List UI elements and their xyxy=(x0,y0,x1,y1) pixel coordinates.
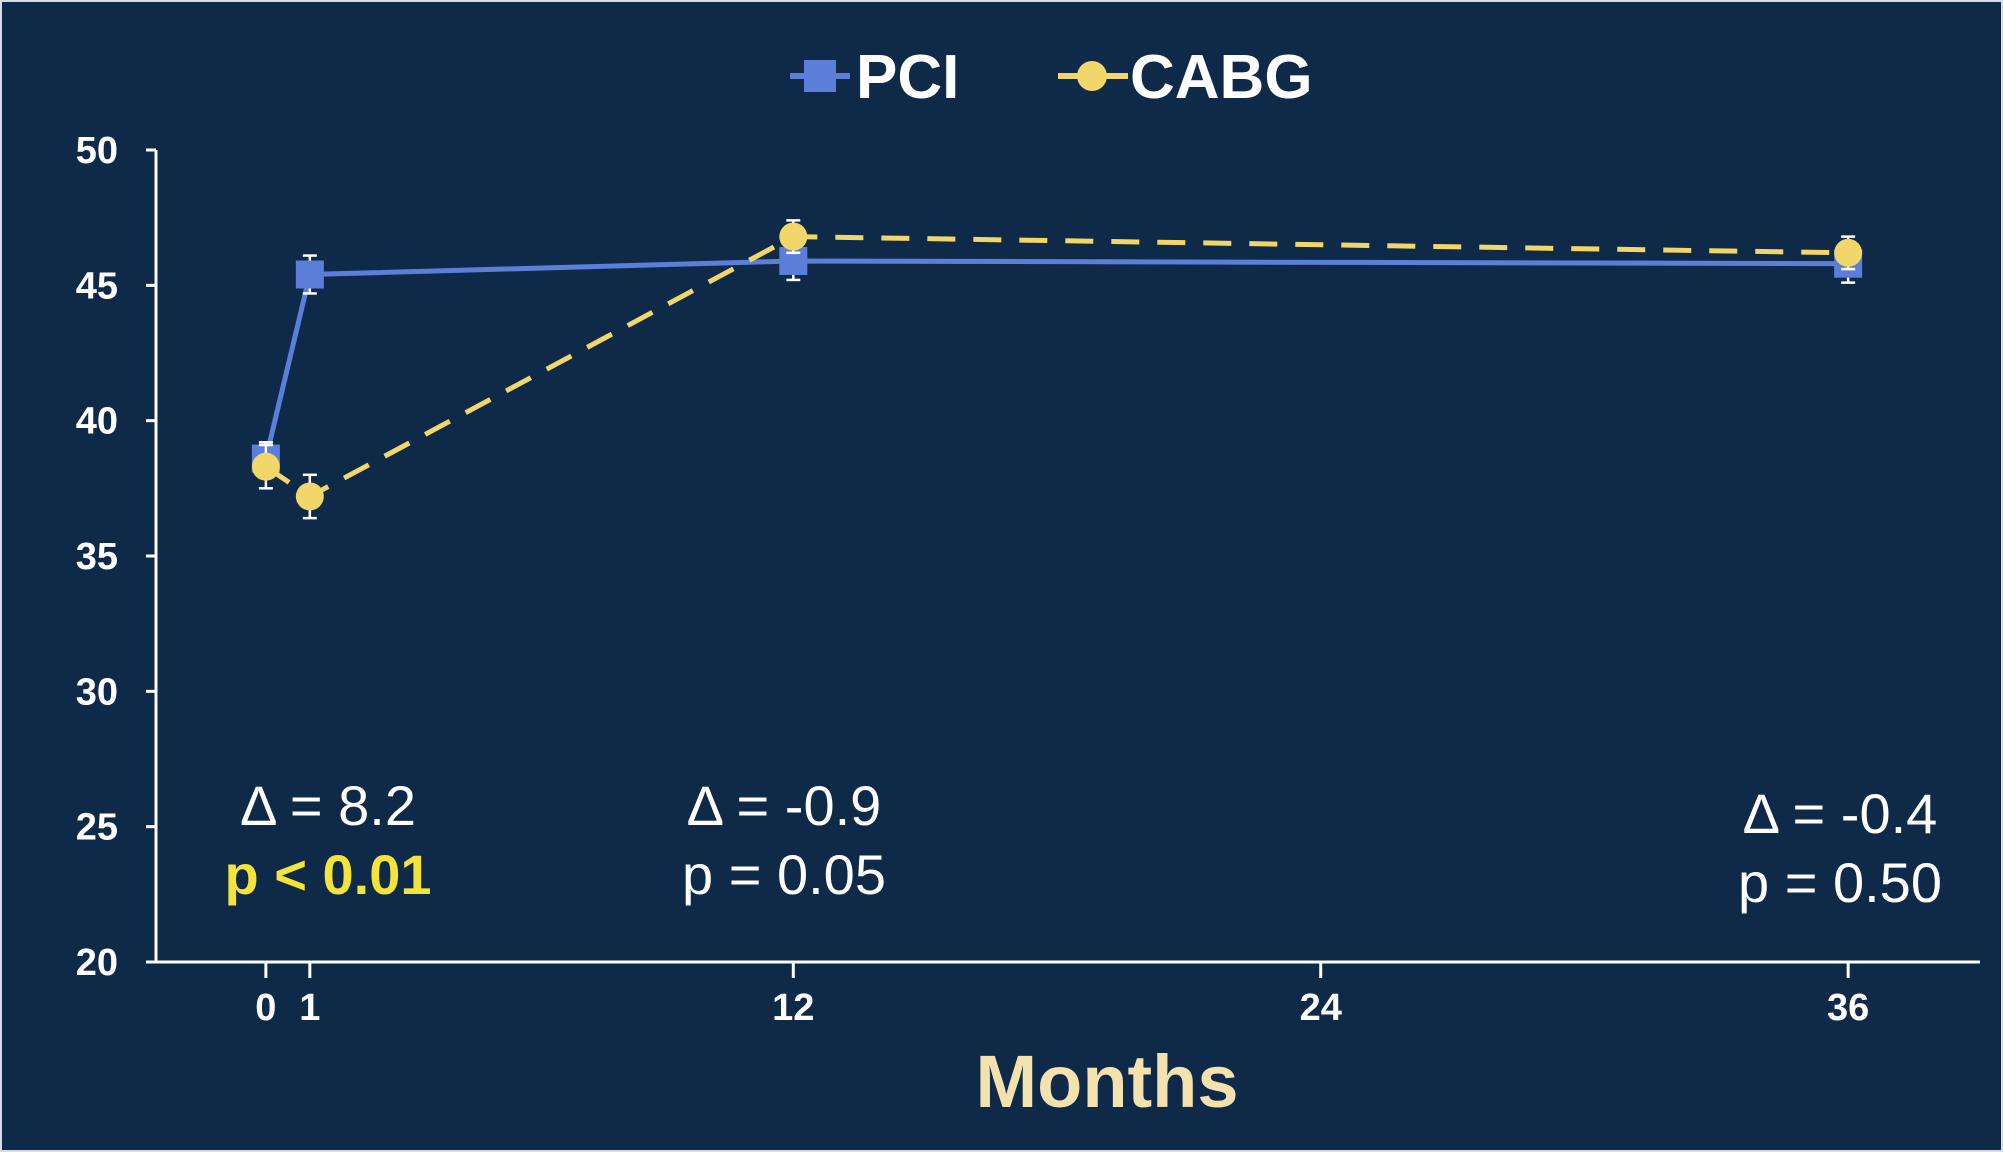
legend-pci-marker xyxy=(804,60,836,92)
annotation-2: Δ = -0.4 p = 0.50 xyxy=(1738,782,1942,914)
series-pci xyxy=(251,240,1863,477)
series-line-pci xyxy=(263,258,1849,460)
y-tick-label: 35 xyxy=(76,536,118,578)
data-point-cabg xyxy=(1834,238,1863,267)
x-tick-label: 0 xyxy=(255,987,276,1029)
y-tick-label: 25 xyxy=(76,807,118,849)
y-tick-label: 20 xyxy=(76,942,118,984)
legend-cabg-marker xyxy=(1077,61,1107,91)
annotation-1: Δ = -0.9 p = 0.05 xyxy=(682,774,886,906)
x-tick-label: 36 xyxy=(1827,987,1869,1029)
data-point-cabg xyxy=(295,482,324,511)
series-line-cabg xyxy=(264,234,1849,500)
y-tick-label: 45 xyxy=(76,265,118,307)
data-point-cabg xyxy=(251,452,280,481)
x-tick-label: 24 xyxy=(1300,987,1342,1029)
series-cabg xyxy=(251,219,1863,520)
y-tick-label: 30 xyxy=(76,671,118,713)
y-tick-label: 50 xyxy=(76,130,118,172)
y-tick-label: 40 xyxy=(76,401,118,443)
x-tick-label: 12 xyxy=(772,987,814,1029)
data-point-pci xyxy=(295,260,324,289)
annotation-2-p: p = 0.50 xyxy=(1738,851,1942,914)
x-tick-label: 1 xyxy=(299,987,320,1029)
annotation-0-p: p < 0.01 xyxy=(224,843,431,906)
y-axis-ticks: 20 25 30 35 40 45 50 xyxy=(76,130,156,984)
annotation-1-p: p = 0.05 xyxy=(682,843,886,906)
legend-cabg-label: CABG xyxy=(1130,43,1313,112)
annotation-2-delta: Δ = -0.4 xyxy=(1743,782,1938,845)
annotation-0-delta: Δ = 8.2 xyxy=(240,774,416,837)
series-layer xyxy=(251,219,1863,520)
legend: PCI CABG xyxy=(790,43,1313,112)
legend-item-pci: PCI xyxy=(790,43,959,112)
x-axis-ticks: 0 1 12 24 36 xyxy=(255,962,1869,1029)
data-point-cabg xyxy=(779,222,808,251)
annotation-1-delta: Δ = -0.9 xyxy=(687,774,882,837)
legend-pci-label: PCI xyxy=(856,43,959,112)
x-axis-label: Months xyxy=(975,1040,1238,1123)
annotation-0: Δ = 8.2 p < 0.01 xyxy=(224,774,431,906)
legend-item-cabg: CABG xyxy=(1058,43,1313,112)
